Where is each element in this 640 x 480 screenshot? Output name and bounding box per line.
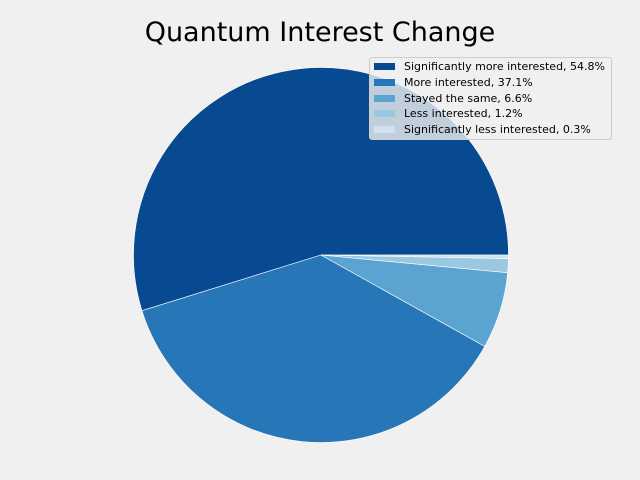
- legend-label: Significantly more interested, 54.8%: [404, 60, 605, 74]
- legend-item: Significantly less interested, 0.3%: [374, 122, 607, 138]
- chart-title: Quantum Interest Change: [144, 17, 496, 48]
- legend-item: More interested, 37.1%: [374, 75, 607, 91]
- legend-swatch: [374, 110, 395, 118]
- legend-label: Stayed the same, 6.6%: [404, 91, 533, 105]
- pie-slice-4: [320, 254, 509, 259]
- legend-swatch: [374, 94, 395, 102]
- pie-slice-1: [141, 254, 486, 443]
- legend-label: Significantly less interested, 0.3%: [404, 123, 591, 137]
- legend: Significantly more interested, 54.8% More…: [369, 57, 612, 141]
- legend-label: Less interested, 1.2%: [404, 107, 523, 121]
- legend-item: Less interested, 1.2%: [374, 106, 607, 122]
- legend-swatch: [374, 79, 395, 87]
- legend-item: Significantly more interested, 54.8%: [374, 59, 607, 75]
- legend-swatch: [374, 63, 395, 71]
- legend-label: More interested, 37.1%: [404, 76, 533, 90]
- legend-swatch: [374, 126, 395, 134]
- legend-item: Stayed the same, 6.6%: [374, 90, 607, 106]
